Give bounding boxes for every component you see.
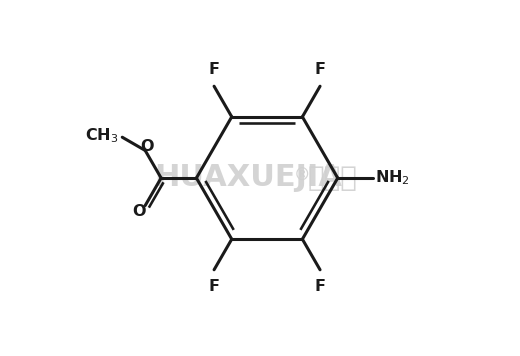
Text: F: F (209, 62, 219, 77)
Text: F: F (315, 279, 326, 294)
Text: ®: ® (294, 167, 310, 185)
Text: NH$_2$: NH$_2$ (375, 169, 409, 187)
Text: F: F (209, 279, 219, 294)
Text: HUAXUEJIA: HUAXUEJIA (154, 163, 342, 193)
Text: O: O (132, 204, 146, 219)
Text: CH$_3$: CH$_3$ (85, 126, 119, 145)
Text: F: F (315, 62, 326, 77)
Text: O: O (140, 140, 154, 155)
Text: 化学加: 化学加 (308, 164, 358, 192)
